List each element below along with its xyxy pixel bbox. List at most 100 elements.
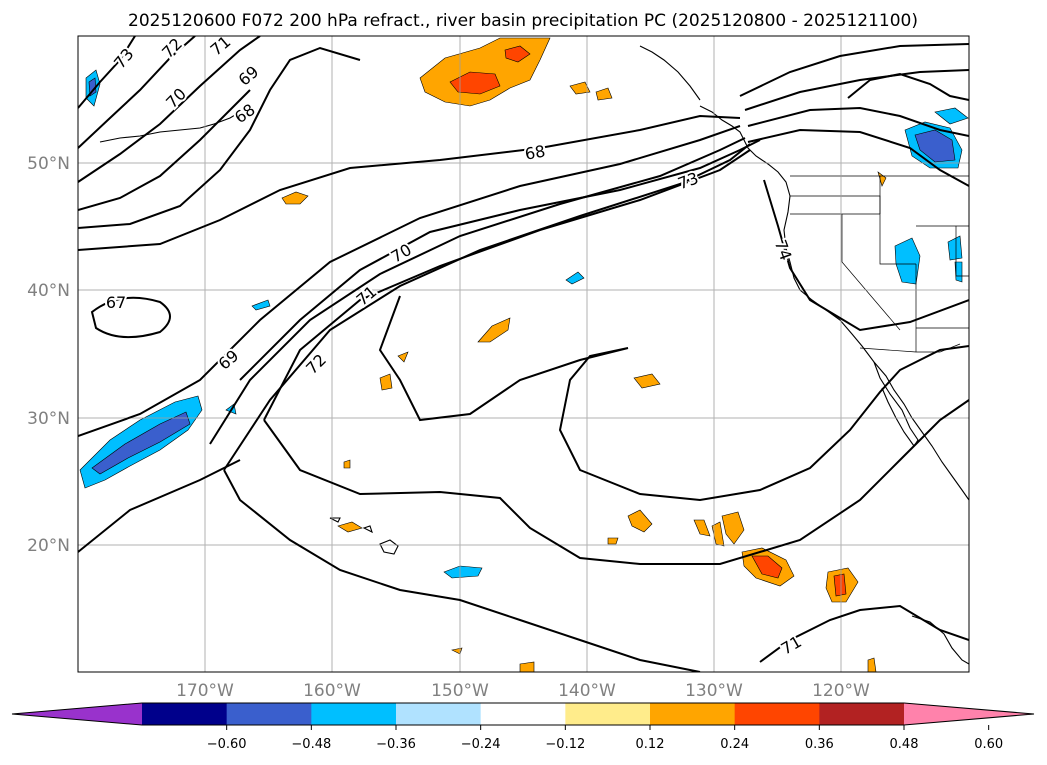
precip-area-orange-10	[693, 519, 711, 537]
precip-area-orange-1	[281, 191, 309, 205]
colorbar-tick-label: −0.60	[207, 737, 247, 752]
precip-fill-layer	[79, 37, 969, 672]
precip-area-orange-3	[397, 351, 409, 363]
colorbar-tick-label: 0.36	[805, 737, 834, 752]
colorbar-tick-label: −0.24	[461, 737, 501, 752]
contour-east-3	[747, 106, 969, 137]
colorbar-tick-label: 0.24	[720, 737, 749, 752]
precip-area-hawaii-blue	[443, 565, 483, 579]
coastline-north-america	[699, 105, 969, 501]
colorbar-outline	[11, 702, 1035, 726]
contour-inner-hook	[378, 295, 969, 502]
colorbar-segment	[565, 703, 651, 725]
contour-lower-loop	[223, 469, 701, 672]
coastline-hawaii-2	[362, 525, 373, 534]
precip-area-mexico-red-2	[833, 573, 847, 597]
precip-area-gulf-small-2	[595, 87, 613, 101]
contour-71-se	[759, 604, 969, 663]
colorbar-extend-low	[12, 703, 142, 725]
colorbar-tick-label: −0.36	[376, 737, 416, 752]
coastline-baja	[873, 361, 919, 447]
lon-label: 150°W	[431, 681, 489, 701]
contour-72-band	[263, 149, 751, 421]
colorbar-tick-label: 0.60	[974, 737, 1003, 752]
colorbar-tick-label: −0.48	[291, 737, 331, 752]
precip-area-orange-7	[343, 459, 351, 469]
colorbar-segment	[734, 703, 820, 725]
colorbar-tick-label: 0.12	[636, 737, 665, 752]
latitude-labels: 50°N 40°N 30°N 20°N	[27, 154, 70, 556]
coastline-hawaii-1	[379, 539, 399, 555]
contour-71-nw	[78, 36, 261, 183]
precip-area-pac-blue-2	[251, 299, 271, 311]
precip-area-orange-4	[379, 373, 393, 391]
lon-label: 130°W	[685, 681, 743, 701]
border-nv-east	[879, 214, 916, 265]
contour-tropics-west	[78, 459, 241, 553]
contour-73-nw	[78, 36, 136, 109]
contour-67-loop	[90, 296, 171, 339]
precip-area-mexico-red	[751, 555, 783, 579]
contour-70-band	[209, 137, 746, 445]
contour-east-5	[847, 72, 969, 101]
coastline-layer	[99, 45, 969, 665]
coastline-hawaii-3	[329, 517, 341, 523]
border-east	[955, 226, 969, 277]
coastline-aleutians	[99, 111, 241, 143]
border-ca-nv	[841, 214, 901, 331]
coastline-mexico-south	[911, 615, 969, 665]
map-panel: 73 72 71 70 69 68 68 73 70 71 72 69 67 7…	[78, 36, 969, 672]
precip-area-orange-13	[607, 537, 619, 545]
precip-area-orange-8	[337, 521, 363, 533]
colorbar-segment	[226, 703, 312, 725]
map-frame	[77, 35, 970, 673]
contour-73-band	[239, 139, 761, 381]
contour-70-nw	[78, 89, 251, 211]
precip-area-canada-blue-2	[934, 107, 969, 125]
colorbar-segment	[480, 703, 566, 725]
contour-east-2	[744, 69, 969, 111]
colorbar-tick-label: −0.12	[545, 737, 585, 752]
precip-area-pac-blue-1	[565, 271, 585, 285]
colorbar-segment	[396, 703, 482, 725]
precip-area-orange-14	[867, 657, 877, 672]
contour-69-band	[78, 125, 741, 437]
contour-71-band	[223, 143, 751, 471]
precip-area-alaska-core	[449, 71, 501, 95]
precip-area-orange-11	[711, 521, 725, 547]
lat-label: 30°N	[27, 409, 70, 429]
precip-area-orange-15	[519, 661, 535, 672]
longitude-labels: 170°W 160°W 150°W 140°W 130°W 120°W	[176, 681, 870, 701]
precip-area-canada-blue-core	[914, 129, 956, 163]
lon-label: 170°W	[176, 681, 234, 701]
lon-label: 140°W	[558, 681, 616, 701]
precip-area-tropical-blue-core	[91, 411, 191, 475]
colorbar-segment	[819, 703, 905, 725]
contour-68-band	[78, 114, 741, 251]
colorbar-extend-high	[904, 703, 1034, 725]
lat-label: 40°N	[27, 281, 70, 301]
contour-east-4	[747, 128, 969, 187]
colorbar-tick-label: 0.48	[890, 737, 919, 752]
precip-area-orange-9	[627, 509, 653, 533]
contour-74-coast	[763, 179, 969, 332]
contour-south	[263, 399, 969, 565]
precip-area-alaska-core-2	[504, 45, 531, 63]
contour-69-nw	[78, 46, 361, 229]
lat-label: 50°N	[27, 154, 70, 174]
lon-label: 160°W	[303, 681, 361, 701]
colorbar-segment	[311, 703, 397, 725]
precip-area-gulf-small	[569, 81, 591, 95]
contour-label: 67	[106, 293, 126, 312]
map-title: 2025120600 F072 200 hPa refract., river …	[128, 11, 918, 31]
lon-label: 120°W	[812, 681, 870, 701]
contour-east-1	[739, 43, 969, 97]
precip-area-orange-2	[477, 317, 511, 343]
coastline-alaska-islands	[639, 45, 701, 101]
colorbar-segment	[650, 703, 736, 725]
precip-area-orange-5	[633, 373, 661, 389]
precip-area-orange-12	[721, 511, 745, 545]
colorbar-segment	[142, 703, 228, 725]
colorbar: −0.60 −0.48 −0.36 −0.24 −0.12 0.12 0.24 0.36 0.4…	[11, 702, 1035, 752]
